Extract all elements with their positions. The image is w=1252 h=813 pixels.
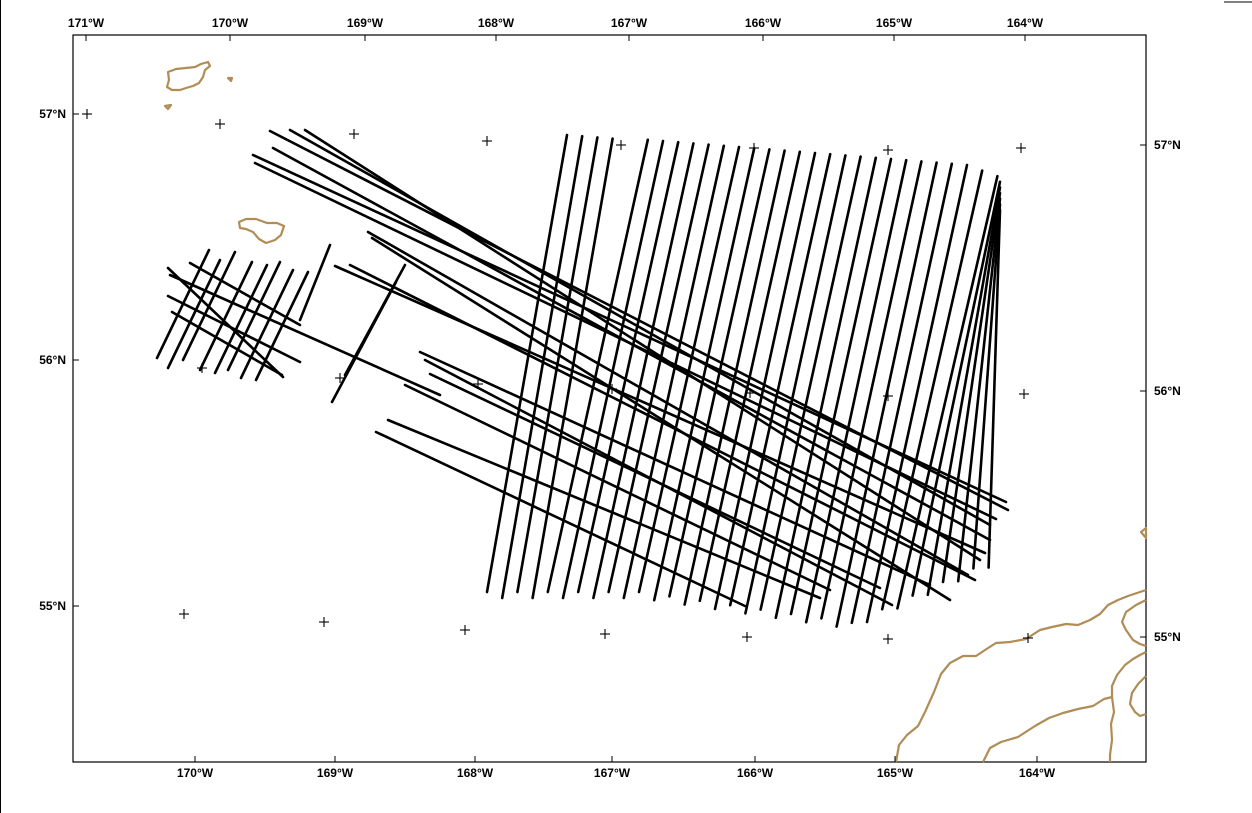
survey-track-swne [561,139,665,600]
survey-track-swne [226,260,282,372]
survey-track-swne [637,145,741,594]
bottom-longitude-labels: 170°W 169°W 168°W 167°W 166°W 165°W 164°… [177,766,1056,780]
survey-track-swne [880,169,984,611]
survey-track-swne [576,140,680,594]
right-latitude-labels: 57°N 56°N 55°N [1154,138,1181,644]
top-lon-label: 165°W [876,16,913,30]
survey-track-swne [181,250,237,362]
survey-track-swne [835,161,938,628]
survey-track-swne [728,152,832,607]
survey-track-swne [500,134,584,600]
survey-track-swne [516,136,599,594]
survey-track-nwse [166,266,285,379]
coastline-island-middle [237,217,286,245]
survey-track-swne [941,191,1002,584]
survey-track-nwse [374,430,747,608]
survey-track-swne [865,163,969,624]
coastline-mainland-lower [1128,675,1147,718]
left-latitude-labels: 57°N 56°N 55°N [39,107,66,613]
survey-track-swne [774,156,878,620]
bottom-lon-label: 167°W [594,766,631,780]
bottom-lon-label: 169°W [317,766,354,780]
survey-track-swne [926,186,1002,597]
survey-track-swne [804,158,908,624]
right-lat-label: 57°N [1154,138,1181,152]
survey-track-swne [820,160,923,620]
top-longitude-labels: 171°W 170°W 169°W 168°W 167°W 166°W 165°… [68,16,1044,30]
left-lat-label: 55°N [39,599,66,613]
right-lat-label: 55°N [1154,630,1181,644]
frame-ticks [73,35,1146,762]
top-lon-label: 168°W [478,16,515,30]
survey-track-swne [789,157,893,616]
coastline-mainland-inner [982,651,1147,763]
coastline-mainland-east [1120,599,1147,648]
survey-track-swne [911,180,1002,597]
survey-track-swne [166,258,222,370]
survey-track-swne [683,149,786,606]
survey-track-swne [592,142,695,600]
survey-track-swne [972,202,1002,570]
survey-track-swne [343,263,407,377]
survey-track-swne [850,162,954,625]
survey-track-swne [531,137,614,600]
survey-track-swne [744,154,847,615]
survey-track-nwse [386,418,822,600]
survey-track-swne [254,270,310,382]
left-lat-label: 56°N [39,353,66,367]
bottom-lon-label: 166°W [737,766,774,780]
coastline-layer [163,60,1148,763]
survey-track-nwse [370,236,952,602]
survey-track-swne [485,133,569,594]
survey-tracks-layer [155,128,1010,628]
graticule-layer [82,109,1033,644]
survey-track-swne [607,143,710,594]
survey-track-nwse [188,261,302,327]
bottom-lon-label: 165°W [877,766,914,780]
top-lon-label: 164°W [1007,16,1044,30]
survey-track-swne [759,155,862,611]
survey-track-swne [213,263,269,375]
coastline-island-east [1139,526,1148,540]
top-lon-label: 171°W [68,16,105,30]
survey-track-swne [956,197,1002,583]
survey-track-swne [239,268,295,380]
top-lon-label: 167°W [611,16,648,30]
top-lon-label: 169°W [347,16,384,30]
coastline-mainland-peninsula [894,588,1147,763]
survey-track-swne [298,243,332,322]
left-lat-label: 57°N [39,107,66,121]
right-lat-label: 56°N [1154,384,1181,398]
survey-track-swne [652,146,756,602]
top-lon-label: 166°W [745,16,782,30]
coastline-island-northwest [165,60,212,92]
survey-track-swne [622,144,726,600]
survey-track-nwse [418,350,932,587]
survey-track-swne [198,260,254,372]
coastline-island-dot-1 [226,76,234,83]
bottom-lon-label: 164°W [1019,766,1056,780]
survey-track-swne [546,138,650,594]
bottom-lon-label: 168°W [457,766,494,780]
coastline-island-dot-2 [163,103,173,111]
survey-track-swne [896,174,999,610]
survey-track-swne [668,148,771,598]
coastline-east-bottom [1108,696,1116,762]
top-lon-label: 170°W [212,16,249,30]
survey-track-swne [698,150,802,603]
survey-track-swne [987,208,1002,569]
survey-track-swne [713,151,817,611]
survey-track-swne [155,248,211,360]
bottom-lon-label: 170°W [177,766,214,780]
